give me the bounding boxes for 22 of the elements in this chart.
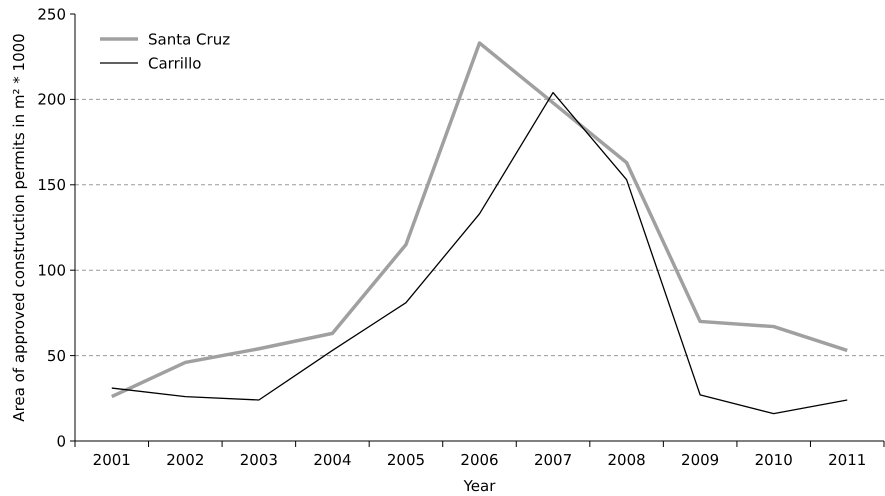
x-tick-label: 2010 bbox=[754, 451, 793, 469]
legend-label: Carrillo bbox=[148, 54, 202, 72]
x-tick-label: 2011 bbox=[828, 451, 866, 469]
y-axis-title: Area of approved construction permits in m² * 1000 bbox=[10, 33, 28, 422]
y-tick-label: 150 bbox=[37, 176, 66, 194]
y-tick-label: 0 bbox=[56, 432, 66, 450]
x-tick-label: 2008 bbox=[607, 451, 646, 469]
legend-label: Santa Cruz bbox=[148, 30, 230, 48]
y-tick-label: 250 bbox=[37, 5, 66, 24]
x-tick-label: 2003 bbox=[240, 451, 278, 469]
x-tick-label: 2005 bbox=[386, 451, 426, 469]
line-series bbox=[111, 92, 848, 414]
x-tick-label: 2006 bbox=[460, 451, 499, 469]
x-tick-label: 2007 bbox=[534, 451, 572, 469]
x-tick-label: 2009 bbox=[681, 451, 720, 469]
y-tick-label: 100 bbox=[37, 261, 66, 280]
y-tick-label: 200 bbox=[37, 90, 66, 109]
x-tick-label: 2002 bbox=[166, 451, 204, 469]
x-tick-label: 2004 bbox=[313, 451, 352, 469]
x-tick-label: 2001 bbox=[92, 451, 131, 469]
x-axis-title: Year bbox=[462, 477, 496, 495]
y-tick-label: 50 bbox=[46, 346, 66, 365]
